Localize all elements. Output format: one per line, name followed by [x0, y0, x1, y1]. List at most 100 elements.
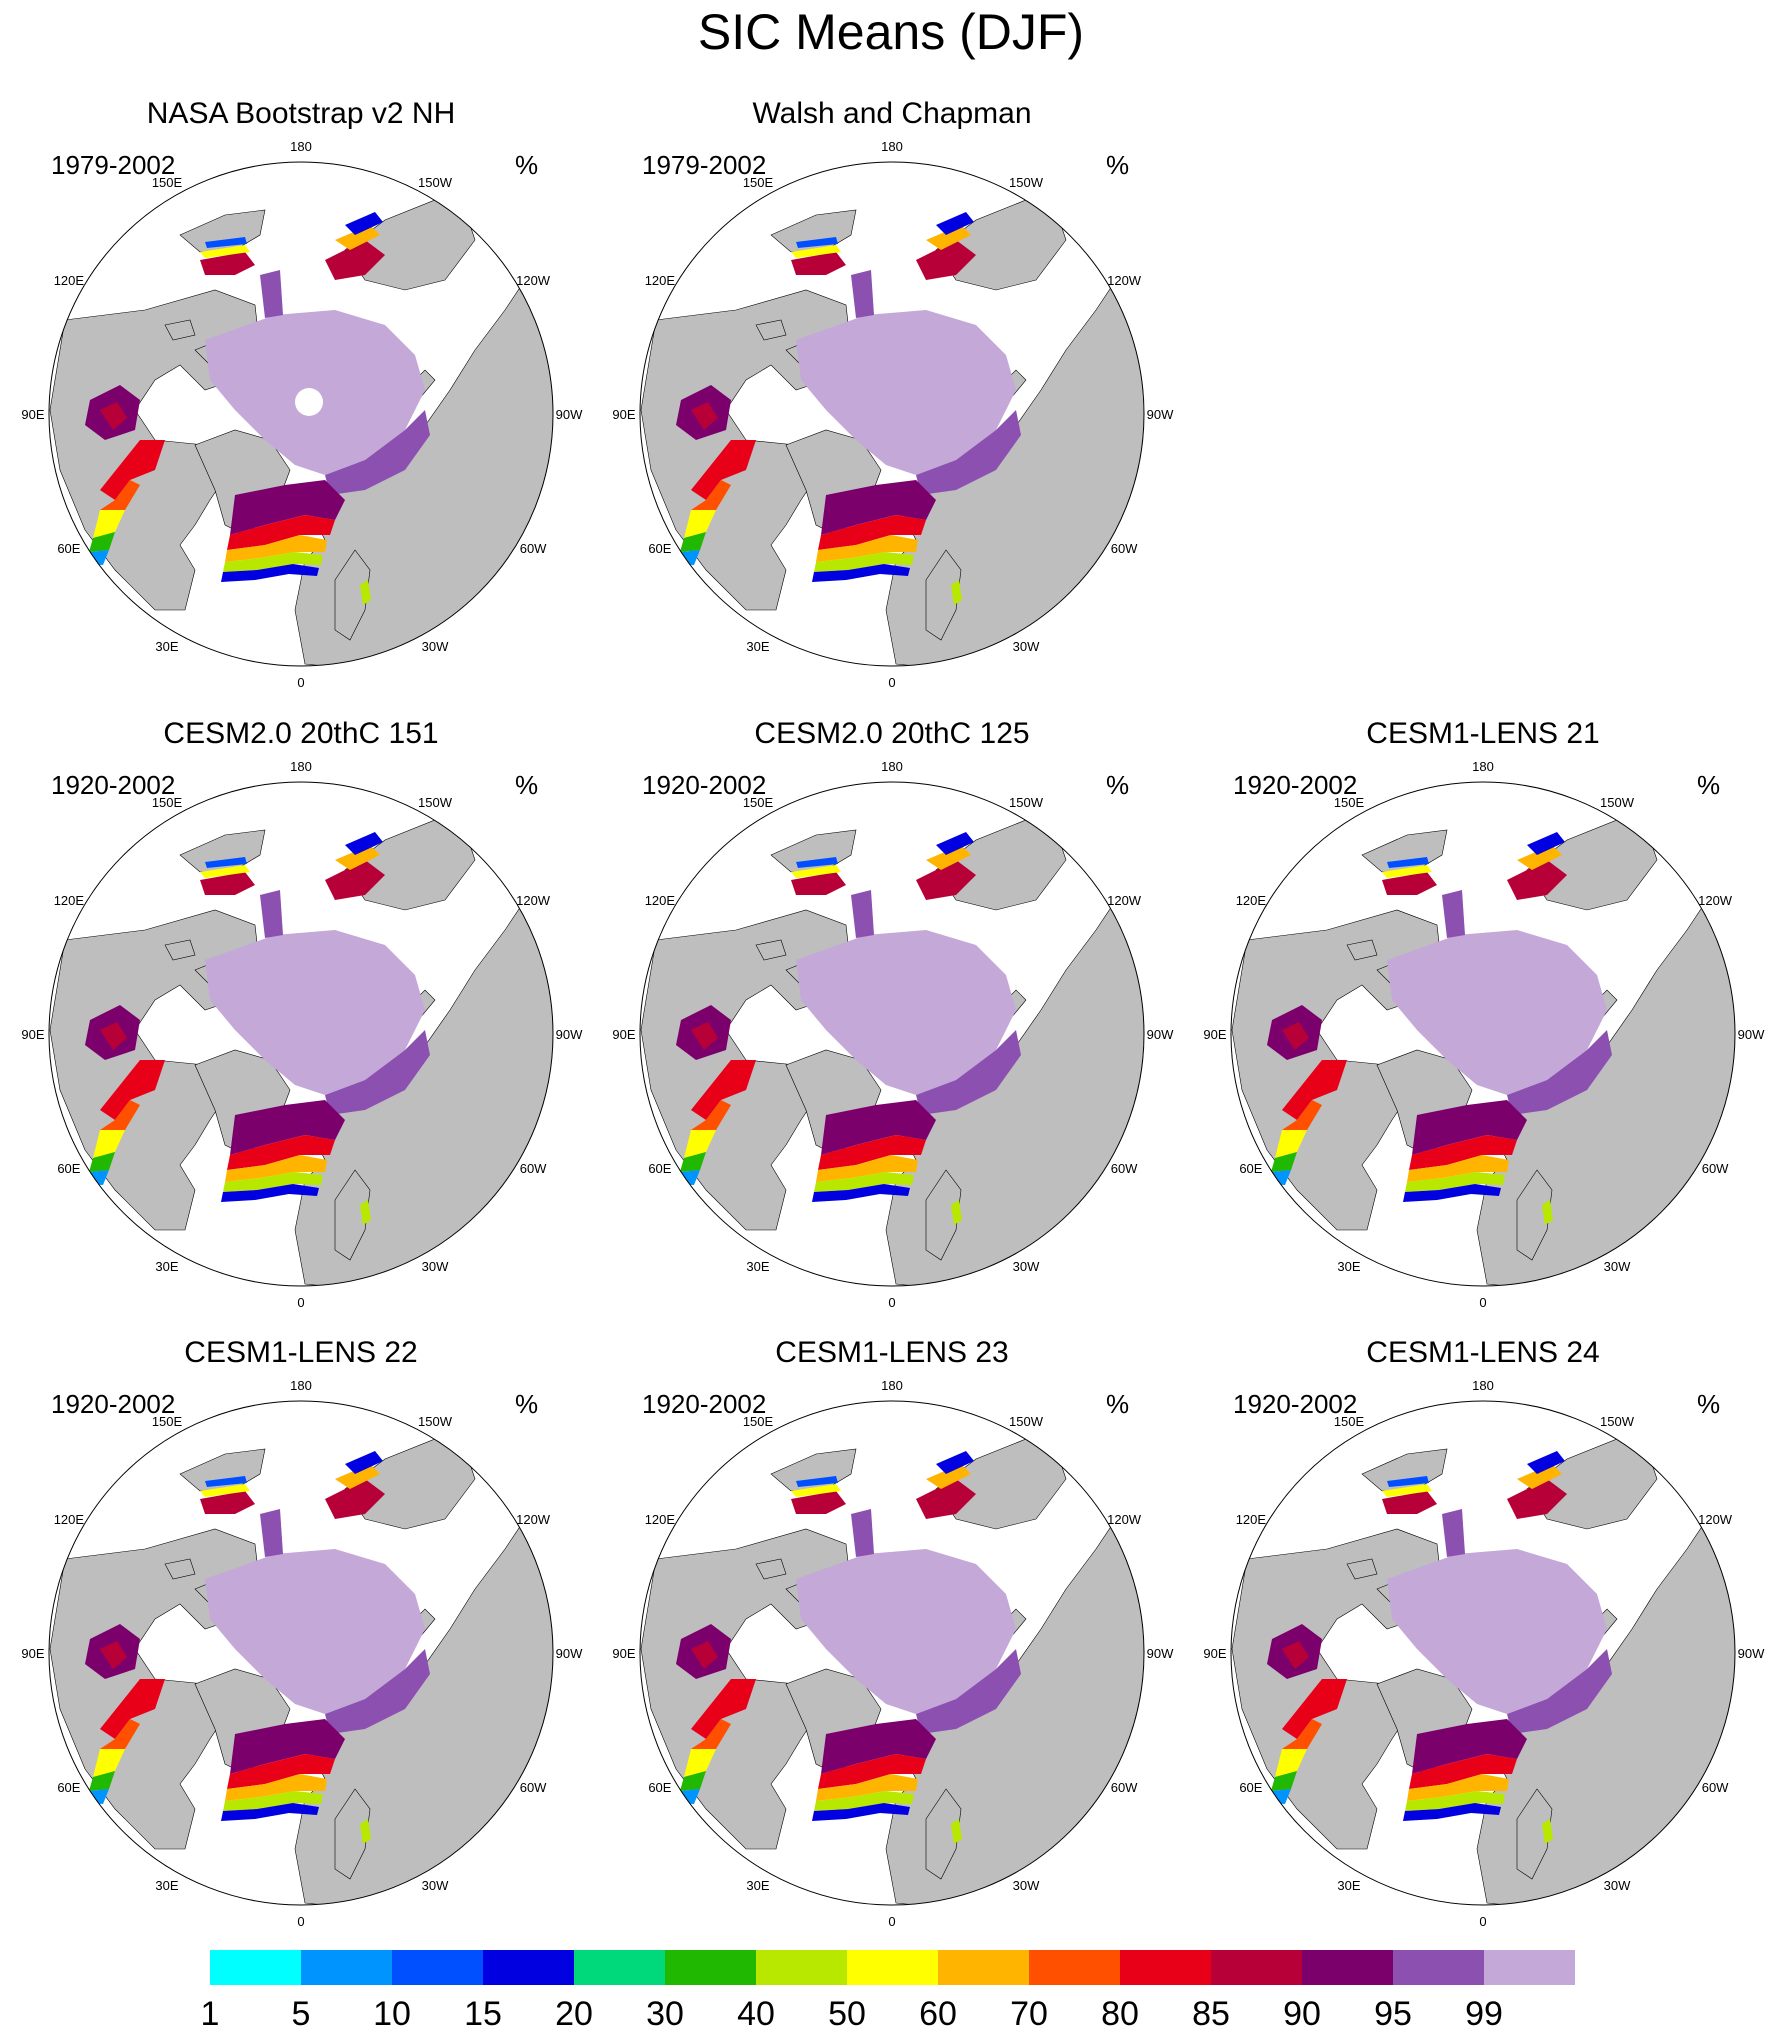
sea-ice-region — [691, 440, 756, 500]
colorbar-swatch — [1120, 1950, 1211, 1985]
sea-ice-region — [812, 1184, 910, 1202]
sea-ice-region — [230, 1719, 345, 1774]
sea-ice-region — [812, 564, 910, 582]
panel-title: CESM1-LENS 24 — [1366, 1336, 1600, 1369]
land-mass — [334, 1788, 371, 1880]
sea-ice-region — [1442, 890, 1465, 938]
polar-map: 180 150E 120E 90E 60E 30E 0 30W 60W 90W 120W 150W — [1203, 1379, 1765, 1929]
land-mass — [935, 1438, 1067, 1530]
longitude-label: 0 — [888, 1914, 895, 1929]
panel-title: CESM1-LENS 21 — [1366, 717, 1600, 750]
longitude-label: 150W — [1600, 795, 1635, 810]
sea-ice-region — [325, 240, 385, 280]
sea-ice-region — [796, 1476, 838, 1487]
sea-ice-region — [1407, 1155, 1509, 1182]
longitude-label: 0 — [297, 1295, 304, 1310]
land-mass — [925, 1788, 962, 1880]
panel-units: % — [515, 150, 539, 180]
colorbar-tick-label: 90 — [1283, 1995, 1321, 2033]
longitude-label: 150W — [418, 175, 453, 190]
longitude-label: 150E — [1334, 795, 1365, 810]
panel-units: % — [1106, 770, 1130, 800]
longitude-label: 60E — [1239, 1780, 1262, 1795]
sea-ice-region — [791, 865, 841, 878]
sea-ice-region — [1507, 1030, 1612, 1115]
sea-ice-region — [223, 1172, 323, 1192]
sea-ice-region — [1507, 860, 1567, 900]
sea-ice-region — [691, 1679, 756, 1739]
polar-map: 180 150E 120E 90E 60E 30E 0 30W 60W 90W 120W 150W — [21, 1379, 583, 1929]
longitude-label: 60E — [648, 541, 671, 556]
sea-ice-region — [684, 1749, 716, 1777]
sea-ice-region — [1387, 1476, 1429, 1487]
longitude-label: 150E — [743, 1414, 774, 1429]
land-mass — [925, 549, 962, 641]
sea-ice-region — [796, 930, 1016, 1095]
sea-ice-region — [1442, 1509, 1465, 1557]
sea-ice-region — [230, 480, 345, 535]
panel-years: 1979-2002 — [642, 150, 767, 180]
longitude-label: 30E — [1337, 1259, 1360, 1274]
sea-ice-region — [951, 1200, 962, 1225]
sea-ice-region — [818, 1135, 926, 1170]
map-panel: CESM2.0 20thC 125 1920-2002% 180 150E 120E 90… — [596, 620, 1188, 1310]
sea-ice-region — [1382, 865, 1432, 878]
sea-ice-region — [200, 865, 250, 878]
sea-ice-region — [691, 402, 718, 430]
sea-ice-region — [200, 252, 255, 275]
longitude-label: 180 — [1472, 760, 1494, 774]
longitude-label: 120E — [54, 273, 85, 288]
sea-ice-region — [926, 1464, 971, 1489]
polar-map: 180 150E 120E 90E 60E 30E 0 30W 60W 90W 120W 150W — [612, 1379, 1174, 1929]
land-mass — [164, 1558, 196, 1580]
sea-ice-region — [1517, 1464, 1562, 1489]
map-panel: CESM1-LENS 24 1920-2002% 180 150E 120E 90E 60E… — [1187, 1239, 1779, 1929]
longitude-label: 0 — [888, 1295, 895, 1310]
sea-ice-region — [936, 832, 974, 855]
colorbar-tick-label: 20 — [555, 1995, 593, 2033]
longitude-label: 60E — [57, 1780, 80, 1795]
sea-ice-region — [791, 245, 841, 258]
sea-ice-region — [821, 1100, 936, 1155]
sea-ice-region — [325, 1649, 430, 1734]
colorbar-tick-label: 10 — [373, 1995, 411, 2033]
sea-ice-region — [791, 872, 846, 895]
longitude-label: 150W — [1600, 1414, 1635, 1429]
land-mass — [755, 319, 787, 341]
colorbar-tick-label: 85 — [1192, 1995, 1230, 2033]
land-mass — [164, 939, 196, 961]
longitude-label: 30W — [422, 1878, 449, 1893]
sea-ice-region — [205, 237, 247, 248]
longitude-label: 30E — [1337, 1878, 1360, 1893]
map-panel: NASA Bootstrap v2 NH 1979-2002% 180 150E 120… — [5, 0, 597, 690]
longitude-label: 30W — [1013, 1878, 1040, 1893]
sea-ice-region — [100, 1060, 165, 1120]
longitude-label: 180 — [290, 140, 312, 154]
longitude-label: 90W — [1147, 1646, 1174, 1661]
sea-ice-region — [1387, 1549, 1607, 1714]
sea-ice-region — [325, 1030, 430, 1115]
sea-ice-region — [200, 1484, 250, 1497]
map-boundary — [1230, 781, 1736, 1287]
panel-years: 1920-2002 — [1233, 1389, 1358, 1419]
sea-ice-region — [1271, 1771, 1297, 1791]
sea-ice-region — [1282, 1641, 1309, 1669]
longitude-label: 180 — [881, 140, 903, 154]
sea-ice-region — [93, 1130, 125, 1158]
panel-units: % — [1106, 1389, 1130, 1419]
longitude-label: 0 — [1479, 1914, 1486, 1929]
colorbar-tick-label: 70 — [1010, 1995, 1048, 2033]
colorbar-swatch — [1484, 1950, 1575, 1985]
longitude-label: 60W — [520, 541, 547, 556]
longitude-label: 90W — [1147, 1027, 1174, 1042]
sea-ice-region — [796, 1549, 1016, 1714]
panel-years: 1920-2002 — [642, 1389, 767, 1419]
sea-ice-region — [1409, 1754, 1517, 1789]
longitude-label: 150E — [743, 175, 774, 190]
sea-ice-region — [916, 1649, 1021, 1734]
sea-ice-region — [1542, 1819, 1553, 1844]
longitude-label: 150W — [1009, 795, 1044, 810]
sea-ice-region — [814, 1791, 914, 1811]
sea-ice-region — [345, 212, 383, 235]
